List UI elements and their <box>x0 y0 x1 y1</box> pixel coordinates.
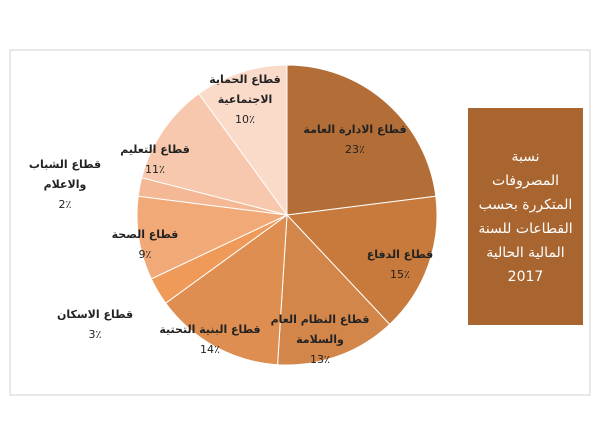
pie-slice <box>285 195 438 326</box>
category-label: قطاع الاسكان <box>56 308 134 321</box>
slice-label: قطاع الصحة 9٪ <box>100 225 190 265</box>
frame <box>9 49 591 396</box>
value-label: 23٪ <box>345 143 365 156</box>
value-label: 14٪ <box>200 343 220 356</box>
value-label: 2٪ <box>58 198 72 211</box>
pie-slice <box>164 213 288 366</box>
category-label: قطاع البنية التحتية <box>159 323 261 336</box>
value-label: 3٪ <box>88 328 102 341</box>
slice-label: قطاع النظام العام والسلامة 13٪ <box>260 310 380 370</box>
category-label: قطاع التعليم <box>120 143 190 156</box>
value-label: 13٪ <box>310 353 330 366</box>
value-label: 9٪ <box>138 248 152 261</box>
value-label: 11٪ <box>145 163 165 176</box>
slice-label: قطاع الشباب والاعلام 2٪ <box>10 155 120 215</box>
pie-slice <box>277 213 391 366</box>
slice-label: قطاع الحماية الاجتماعية 10٪ <box>200 70 290 130</box>
category-label: قطاع الصحة <box>111 228 179 241</box>
chart-title: نسبة المصروفات المتكررة بحسب القطاعات لل… <box>468 108 583 325</box>
slice-label: قطاع البنية التحتية 14٪ <box>150 320 270 360</box>
category-label: قطاع الشباب والاعلام <box>28 158 102 191</box>
value-label: 10٪ <box>235 113 255 126</box>
slice-label: قطاع الادارة العامة 23٪ <box>290 120 420 160</box>
slice-label: قطاع التعليم 11٪ <box>110 140 200 180</box>
category-label: قطاع الحماية الاجتماعية <box>209 73 281 106</box>
slice-label: قطاع الدفاع 15٪ <box>355 245 445 285</box>
pie-slice <box>286 64 437 216</box>
category-label: قطاع الادارة العامة <box>303 123 407 136</box>
slice-label: قطاع الاسكان 3٪ <box>45 305 145 345</box>
pie-slice <box>198 64 288 217</box>
value-label: 15٪ <box>390 268 410 281</box>
pie-slice <box>141 92 289 216</box>
category-label: قطاع الدفاع <box>366 248 434 261</box>
category-label: قطاع النظام العام والسلامة <box>270 313 370 346</box>
pie-slice <box>136 195 289 280</box>
